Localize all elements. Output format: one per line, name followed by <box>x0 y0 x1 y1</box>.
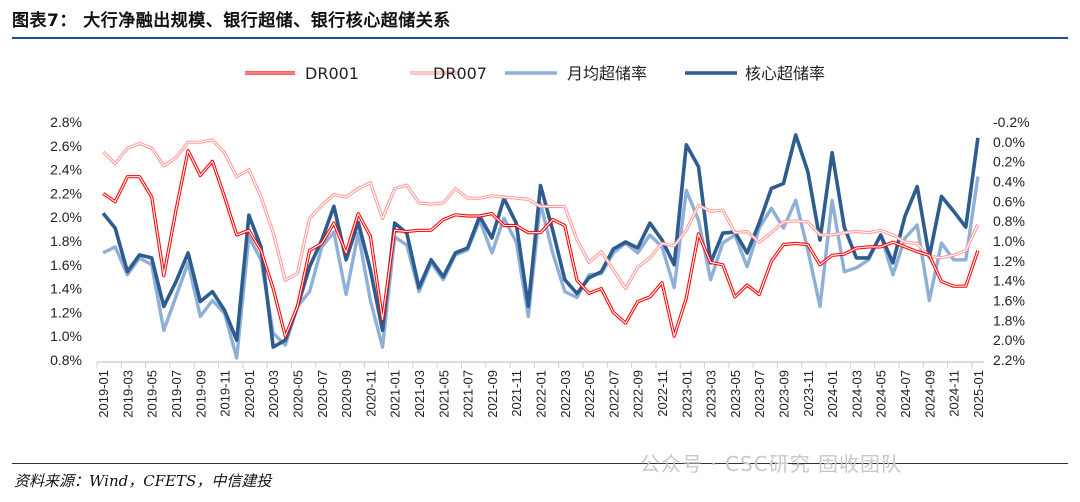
figure-title: 图表7： 大行净融出规模、银行超储、银行核心超储关系 <box>12 11 451 31</box>
right-y-tick-label: 2.0% <box>993 332 1025 348</box>
source-note: 资料来源：Wind，CFETS，中信建投 <box>14 472 272 490</box>
left-y-tick-label: 2.8% <box>50 114 82 130</box>
x-tick-label: 2023-05 <box>728 370 743 418</box>
x-tick-label: 2022-07 <box>606 370 621 418</box>
right-y-tick-label: 0.8% <box>993 213 1025 229</box>
x-tick-label: 2023-07 <box>752 370 767 418</box>
axes: 2019-01 2019-03 2019-05 2019-07 2019-09 2019-… <box>50 114 1030 418</box>
right-y-tick-label: -0.2% <box>993 114 1030 130</box>
watermark: 公众号 · CSC研究 固收团队 <box>640 452 903 476</box>
right-y-tick-label: 0.0% <box>993 134 1025 150</box>
x-tick-label: 2024-03 <box>849 370 864 418</box>
x-tick-label: 2019-07 <box>169 370 184 418</box>
right-y-tick-label: 0.4% <box>993 174 1025 190</box>
x-tick-label: 2025-01 <box>971 370 986 418</box>
right-y-tick-label: 1.0% <box>993 233 1025 249</box>
x-tick-label: 2021-03 <box>412 370 427 418</box>
x-tick-label: 2021-01 <box>388 370 403 418</box>
x-tick-label: 2022-09 <box>631 370 646 418</box>
left-y-tick-label: 2.0% <box>50 209 82 225</box>
x-tick-label: 2024-05 <box>874 370 889 418</box>
series-group <box>101 133 980 360</box>
left-y-tick-label: 2.6% <box>50 138 82 154</box>
x-tick-label: 2022-11 <box>655 370 670 417</box>
left-y-tick-label: 2.2% <box>50 185 82 201</box>
line-chart: DR001 DR007 月均超储率 核心超储率 2019-01 2019-03 2019-… <box>50 64 1030 418</box>
x-tick-label: 2020-03 <box>266 370 281 418</box>
left-y-tick-label: 1.6% <box>50 257 82 273</box>
series-line-dr0010 <box>102 148 980 338</box>
x-tick-label: 2021-05 <box>436 370 451 418</box>
x-tick-label: 2019-03 <box>120 370 135 418</box>
x-tick-label: 2021-11 <box>509 370 524 417</box>
x-tick-label: 2023-09 <box>777 370 792 418</box>
right-y-tick-label: 1.8% <box>993 312 1025 328</box>
x-tick-label: 2019-01 <box>96 370 111 418</box>
x-tick-label: 2020-05 <box>290 370 305 418</box>
left-y-tick-label: 1.4% <box>50 281 82 297</box>
footer-divider <box>12 463 1068 464</box>
x-tick-label: 2021-07 <box>461 370 476 418</box>
legend-label: 月均超储率 <box>567 64 647 83</box>
x-tick-label: 2023-03 <box>704 370 719 418</box>
legend-label: DR007 <box>433 64 487 83</box>
series-line-3 <box>101 133 980 349</box>
series-line-dr0010-inner <box>102 150 979 337</box>
x-tick-label: 2022-03 <box>558 370 573 418</box>
left-y-tick-label: 1.2% <box>50 304 82 320</box>
x-tick-label: 2023-01 <box>679 370 694 418</box>
x-tick-label: 2022-01 <box>534 370 549 418</box>
x-tick-label: 2024-01 <box>825 370 840 418</box>
left-y-tick-label: 0.8% <box>50 352 82 368</box>
x-tick-label: 2019-09 <box>193 370 208 418</box>
left-y-tick-label: 2.4% <box>50 162 82 178</box>
right-y-tick-label: 0.6% <box>993 193 1025 209</box>
x-tick-label: 2020-01 <box>242 370 257 418</box>
x-tick-label: 2024-11 <box>947 370 962 417</box>
legend: DR001 DR007 月均超储率 核心超储率 <box>245 64 825 83</box>
title-divider <box>12 37 1068 39</box>
left-y-tick-label: 1.8% <box>50 233 82 249</box>
x-tick-label: 2020-09 <box>339 370 354 418</box>
x-tick-label: 2020-11 <box>363 370 378 417</box>
right-y-tick-label: 1.4% <box>993 273 1025 289</box>
x-tick-label: 2021-09 <box>485 370 500 418</box>
x-tick-label: 2023-11 <box>801 370 816 417</box>
x-tick-label: 2019-11 <box>218 370 233 417</box>
legend-label: 核心超储率 <box>745 64 825 83</box>
legend-label: DR001 <box>305 64 359 83</box>
right-y-tick-label: 1.2% <box>993 253 1025 269</box>
x-tick-label: 2022-05 <box>582 370 597 418</box>
x-tick-label: 2020-07 <box>315 370 330 418</box>
x-tick-label: 2024-09 <box>922 370 937 418</box>
right-y-tick-label: 2.2% <box>993 352 1025 368</box>
x-tick-label: 2019-05 <box>145 370 160 418</box>
right-y-tick-label: 1.6% <box>993 293 1025 309</box>
left-y-tick-label: 1.0% <box>50 328 82 344</box>
right-y-tick-label: 0.2% <box>993 154 1025 170</box>
x-tick-label: 2024-07 <box>898 370 913 418</box>
